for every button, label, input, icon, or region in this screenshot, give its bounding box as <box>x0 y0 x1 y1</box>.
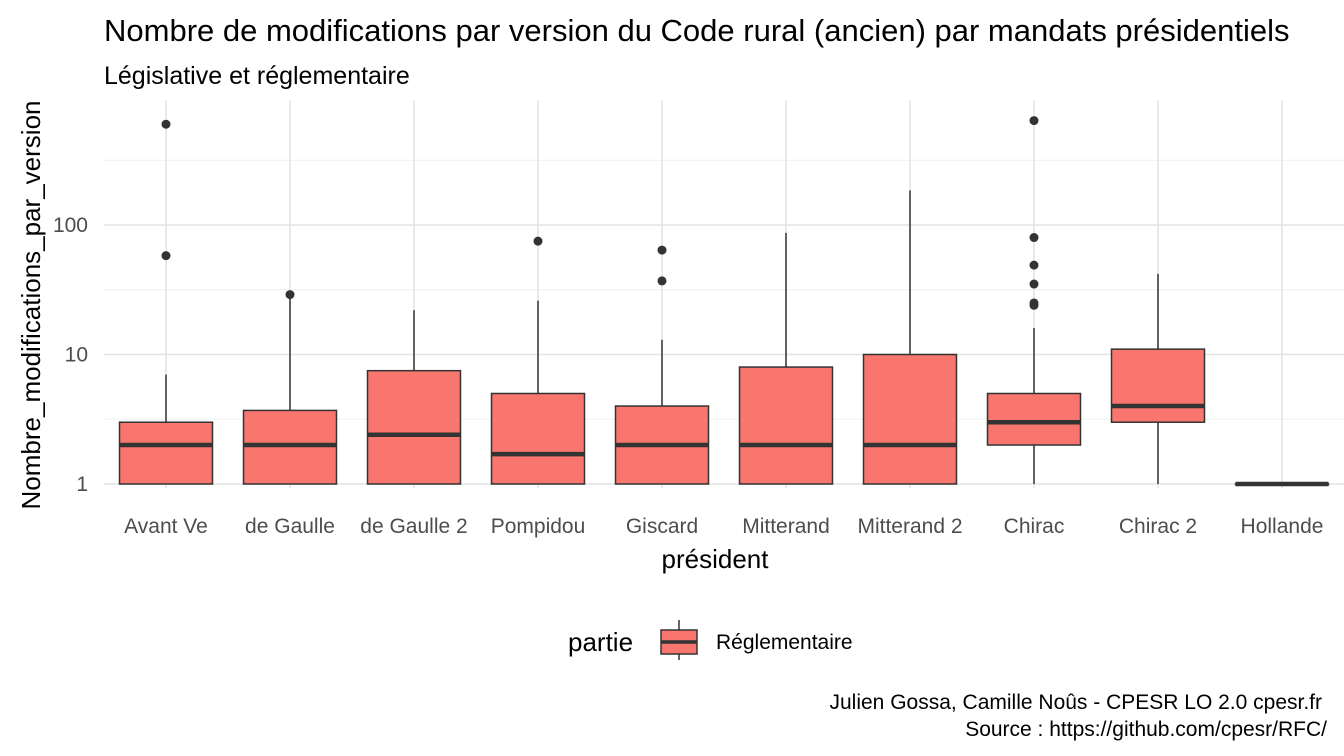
box-iqr <box>986 392 1082 446</box>
outlier-point <box>161 251 171 261</box>
x-tick-label: de Gaulle 2 <box>360 515 467 538</box>
x-tick-label: de Gaulle <box>245 515 335 538</box>
y-tick-label: 1 <box>76 473 88 496</box>
outlier-point <box>1029 279 1039 289</box>
box-2 <box>242 290 338 485</box>
box-7 <box>862 190 958 485</box>
box-iqr <box>738 366 834 485</box>
x-tick-label: Avant Ve <box>124 515 208 538</box>
x-tick-label: Pompidou <box>491 515 586 538</box>
box-8 <box>986 116 1082 484</box>
outlier-point <box>161 119 171 129</box>
box-3 <box>366 310 462 485</box>
box-9 <box>1110 273 1206 484</box>
legend-label: Réglementaire <box>716 631 853 654</box>
caption-credits: Julien Gossa, Camille Noûs - CPESR LO 2.… <box>829 691 1322 714</box>
outlier-point <box>285 290 295 300</box>
box-series <box>118 116 1330 487</box>
y-tick-label: 100 <box>53 214 88 237</box>
box-iqr <box>490 392 586 485</box>
y-axis-ticks: 1 10 100 <box>53 214 88 496</box>
x-tick-label: Giscard <box>626 515 698 538</box>
box-iqr <box>1110 348 1206 423</box>
box-4 <box>490 236 586 485</box>
outlier-point <box>1029 260 1039 270</box>
box-6 <box>738 232 834 485</box>
outlier-point <box>533 236 543 246</box>
legend-key <box>660 620 698 660</box>
outlier-point <box>1029 233 1039 243</box>
x-tick-label: Mitterand <box>742 515 830 538</box>
x-tick-label: Hollande <box>1241 515 1324 538</box>
outlier-point <box>1029 298 1039 308</box>
chart-subtitle: Législative et réglementaire <box>104 62 410 90</box>
legend: partie Réglementaire <box>568 620 853 660</box>
box-10 <box>1234 481 1330 487</box>
x-tick-label: Chirac <box>1004 515 1065 538</box>
outlier-point <box>657 276 667 286</box>
x-axis-ticks: Avant Ve de Gaulle de Gaulle 2 Pompidou Gisc… <box>124 515 1323 538</box>
box-iqr <box>862 353 958 485</box>
box-iqr <box>366 369 462 485</box>
chart-title: Nombre de modifications par version du C… <box>104 13 1289 48</box>
box-1 <box>118 119 214 485</box>
box-5 <box>614 245 710 485</box>
caption-source: Source : https://github.com/cpesr/RFC/ <box>965 718 1327 741</box>
legend-title: partie <box>568 627 633 657</box>
x-tick-label: Chirac 2 <box>1119 515 1197 538</box>
x-tick-label: Mitterand 2 <box>857 515 962 538</box>
x-axis-title: président <box>662 544 770 574</box>
outlier-point <box>1029 116 1039 126</box>
box-iqr <box>118 421 214 485</box>
outlier-point <box>657 245 667 255</box>
y-tick-label: 10 <box>65 344 88 367</box>
y-axis-title: Nombre_modifications_par_version <box>16 101 46 510</box>
